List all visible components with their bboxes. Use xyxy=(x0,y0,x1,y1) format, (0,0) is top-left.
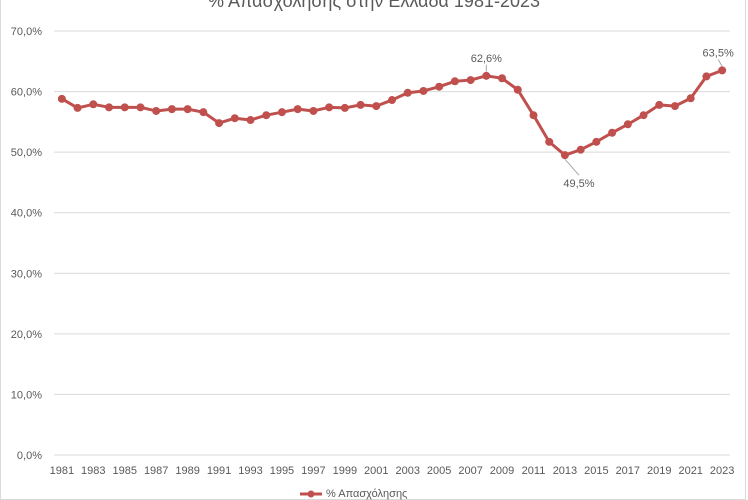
chart-title: % Απασχόλησης στην Ελλάδα 1981-2023 xyxy=(207,0,540,11)
x-tick-label: 1995 xyxy=(270,465,294,477)
x-tick-label: 2007 xyxy=(458,465,482,477)
data-point xyxy=(718,66,727,75)
legend-label: % Απασχόλησης xyxy=(326,488,408,500)
legend-marker-icon xyxy=(300,490,322,498)
y-tick-label: 30,0% xyxy=(11,268,42,280)
data-point xyxy=(592,137,601,146)
data-point xyxy=(309,106,318,115)
x-tick-label: 2017 xyxy=(616,465,640,477)
data-point xyxy=(246,116,255,125)
data-point xyxy=(435,82,444,91)
data-point xyxy=(608,128,617,137)
series-line xyxy=(61,68,723,157)
legend: % Απασχόλησης xyxy=(300,488,407,500)
data-point xyxy=(215,119,224,128)
y-tick-label: 40,0% xyxy=(11,208,42,220)
data-point xyxy=(89,100,98,109)
data-point xyxy=(199,108,208,117)
data-point xyxy=(686,94,695,103)
data-point xyxy=(57,94,66,103)
x-tick-label: 1993 xyxy=(238,465,262,477)
data-point xyxy=(152,106,161,115)
data-point xyxy=(702,72,711,81)
data-point xyxy=(560,151,569,160)
data-point xyxy=(136,103,145,112)
data-point xyxy=(419,86,428,95)
data-point xyxy=(450,77,459,86)
data-point xyxy=(576,145,585,154)
data-point xyxy=(403,88,412,97)
data-point xyxy=(230,114,239,123)
data-label: 62,6% xyxy=(471,53,502,65)
y-tick-label: 50,0% xyxy=(11,147,42,159)
annotation-leader xyxy=(717,59,723,67)
x-tick-label: 1997 xyxy=(301,465,325,477)
x-tick-label: 1999 xyxy=(333,465,357,477)
data-point xyxy=(325,103,334,112)
data-point xyxy=(167,105,176,114)
x-tick-label: 2005 xyxy=(427,465,451,477)
x-tick-label: 2019 xyxy=(647,465,671,477)
data-point xyxy=(655,100,664,109)
data-point xyxy=(120,103,129,112)
data-point xyxy=(513,85,522,94)
data-label: 63,5% xyxy=(703,47,734,59)
data-point xyxy=(670,102,679,111)
data-point xyxy=(105,103,114,112)
x-tick-label: 2023 xyxy=(710,465,734,477)
y-tick-label: 0,0% xyxy=(17,450,42,462)
data-point xyxy=(372,102,381,111)
data-label: 49,5% xyxy=(563,178,594,190)
x-tick-label: 2009 xyxy=(490,465,514,477)
y-tick-label: 10,0% xyxy=(11,389,42,401)
data-point xyxy=(482,71,491,80)
data-point xyxy=(529,111,538,120)
data-point xyxy=(277,108,286,117)
x-tick-label: 1991 xyxy=(207,465,231,477)
x-tick-label: 1985 xyxy=(113,465,137,477)
x-tick-label: 2013 xyxy=(553,465,577,477)
data-point xyxy=(545,137,554,146)
x-tick-label: 1989 xyxy=(175,465,199,477)
data-point xyxy=(498,74,507,83)
data-point xyxy=(623,120,632,129)
data-point xyxy=(73,103,82,112)
data-point xyxy=(293,105,302,114)
y-tick-label: 70,0% xyxy=(11,26,42,38)
x-tick-label: 2003 xyxy=(395,465,419,477)
data-point xyxy=(340,103,349,112)
x-tick-label: 2011 xyxy=(522,465,546,477)
data-point xyxy=(388,96,396,105)
data-point xyxy=(262,111,271,120)
x-tick-label: 1983 xyxy=(81,465,105,477)
data-point xyxy=(466,76,475,85)
x-tick-label: 2015 xyxy=(584,465,608,477)
y-tick-label: 20,0% xyxy=(11,329,42,341)
x-tick-label: 2021 xyxy=(678,465,702,477)
data-point xyxy=(639,111,648,120)
x-tick-label: 1981 xyxy=(50,465,74,477)
data-point xyxy=(183,105,192,114)
y-tick-label: 60,0% xyxy=(11,87,42,99)
annotation-leader xyxy=(564,158,580,176)
x-tick-label: 2001 xyxy=(364,465,388,477)
x-tick-label: 1987 xyxy=(144,465,168,477)
data-point xyxy=(356,100,365,109)
